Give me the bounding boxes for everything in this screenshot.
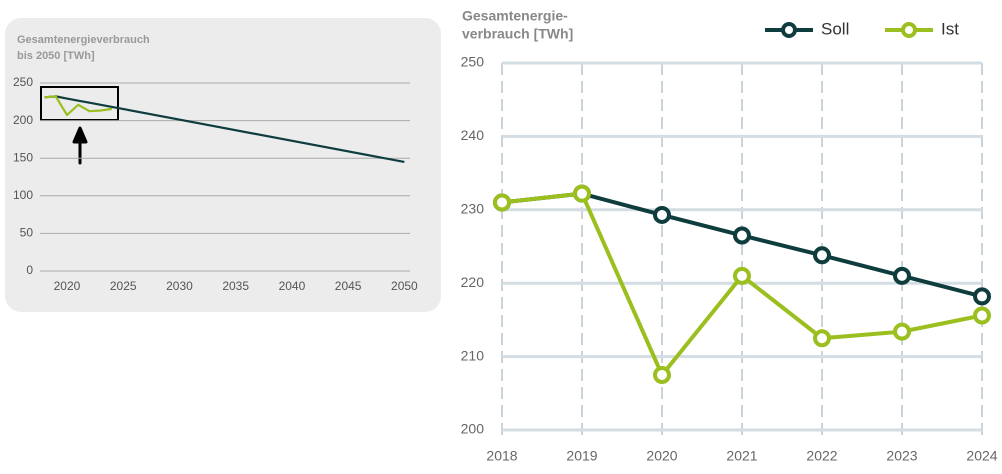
panel-background — [5, 18, 441, 312]
y-tick-label: 0 — [26, 263, 33, 277]
x-tick-label: 2018 — [486, 448, 517, 464]
data-point — [973, 306, 991, 325]
data-point — [733, 266, 751, 285]
legend-marker — [781, 22, 797, 38]
x-tick-label: 2021 — [726, 448, 757, 464]
data-point — [493, 193, 511, 212]
data-point — [653, 205, 671, 224]
data-point — [893, 322, 911, 341]
data-point — [653, 365, 671, 384]
chart-title: Gesamtenergie- — [462, 8, 568, 24]
x-tick-label: 2020 — [54, 279, 81, 293]
y-tick-label: 150 — [13, 150, 33, 164]
x-tick-label: 2030 — [166, 279, 193, 293]
data-point — [813, 329, 831, 348]
x-tick-label: 2040 — [279, 279, 306, 293]
y-tick-label: 200 — [461, 421, 485, 437]
data-point — [733, 226, 751, 245]
x-tick-label: 2019 — [566, 448, 597, 464]
chart-title: bis 2050 [TWh] — [17, 50, 95, 62]
y-tick-label: 220 — [461, 274, 485, 290]
data-point — [573, 184, 591, 203]
legend-label: Ist — [941, 19, 959, 38]
chart-title: Gesamtenergieverbrauch — [17, 34, 150, 46]
legend-label: Soll — [821, 19, 849, 38]
y-tick-label: 250 — [13, 75, 33, 89]
series-line — [44, 95, 405, 164]
data-point — [813, 246, 831, 265]
data-point — [893, 266, 911, 285]
y-tick-label: 210 — [461, 347, 485, 363]
y-tick-label: 240 — [461, 127, 485, 143]
x-tick-label: 2020 — [646, 448, 677, 464]
series-line — [44, 95, 113, 117]
x-tick-label: 2050 — [391, 279, 418, 293]
legend-marker — [901, 22, 917, 38]
x-tick-label: 2022 — [806, 448, 837, 464]
y-tick-label: 100 — [13, 188, 33, 202]
x-tick-label: 2045 — [335, 279, 362, 293]
y-tick-label: 250 — [461, 54, 485, 70]
highlight-box — [40, 86, 119, 121]
x-tick-label: 2025 — [110, 279, 137, 293]
y-tick-label: 50 — [20, 226, 34, 240]
data-point — [973, 287, 991, 306]
chart-title: verbrauch [TWh] — [462, 26, 573, 42]
y-tick-label: 200 — [13, 113, 33, 127]
x-tick-label: 2024 — [966, 448, 997, 464]
x-tick-label: 2023 — [886, 448, 917, 464]
x-tick-label: 2035 — [222, 279, 249, 293]
arrow — [72, 126, 88, 165]
y-tick-label: 230 — [461, 201, 485, 217]
